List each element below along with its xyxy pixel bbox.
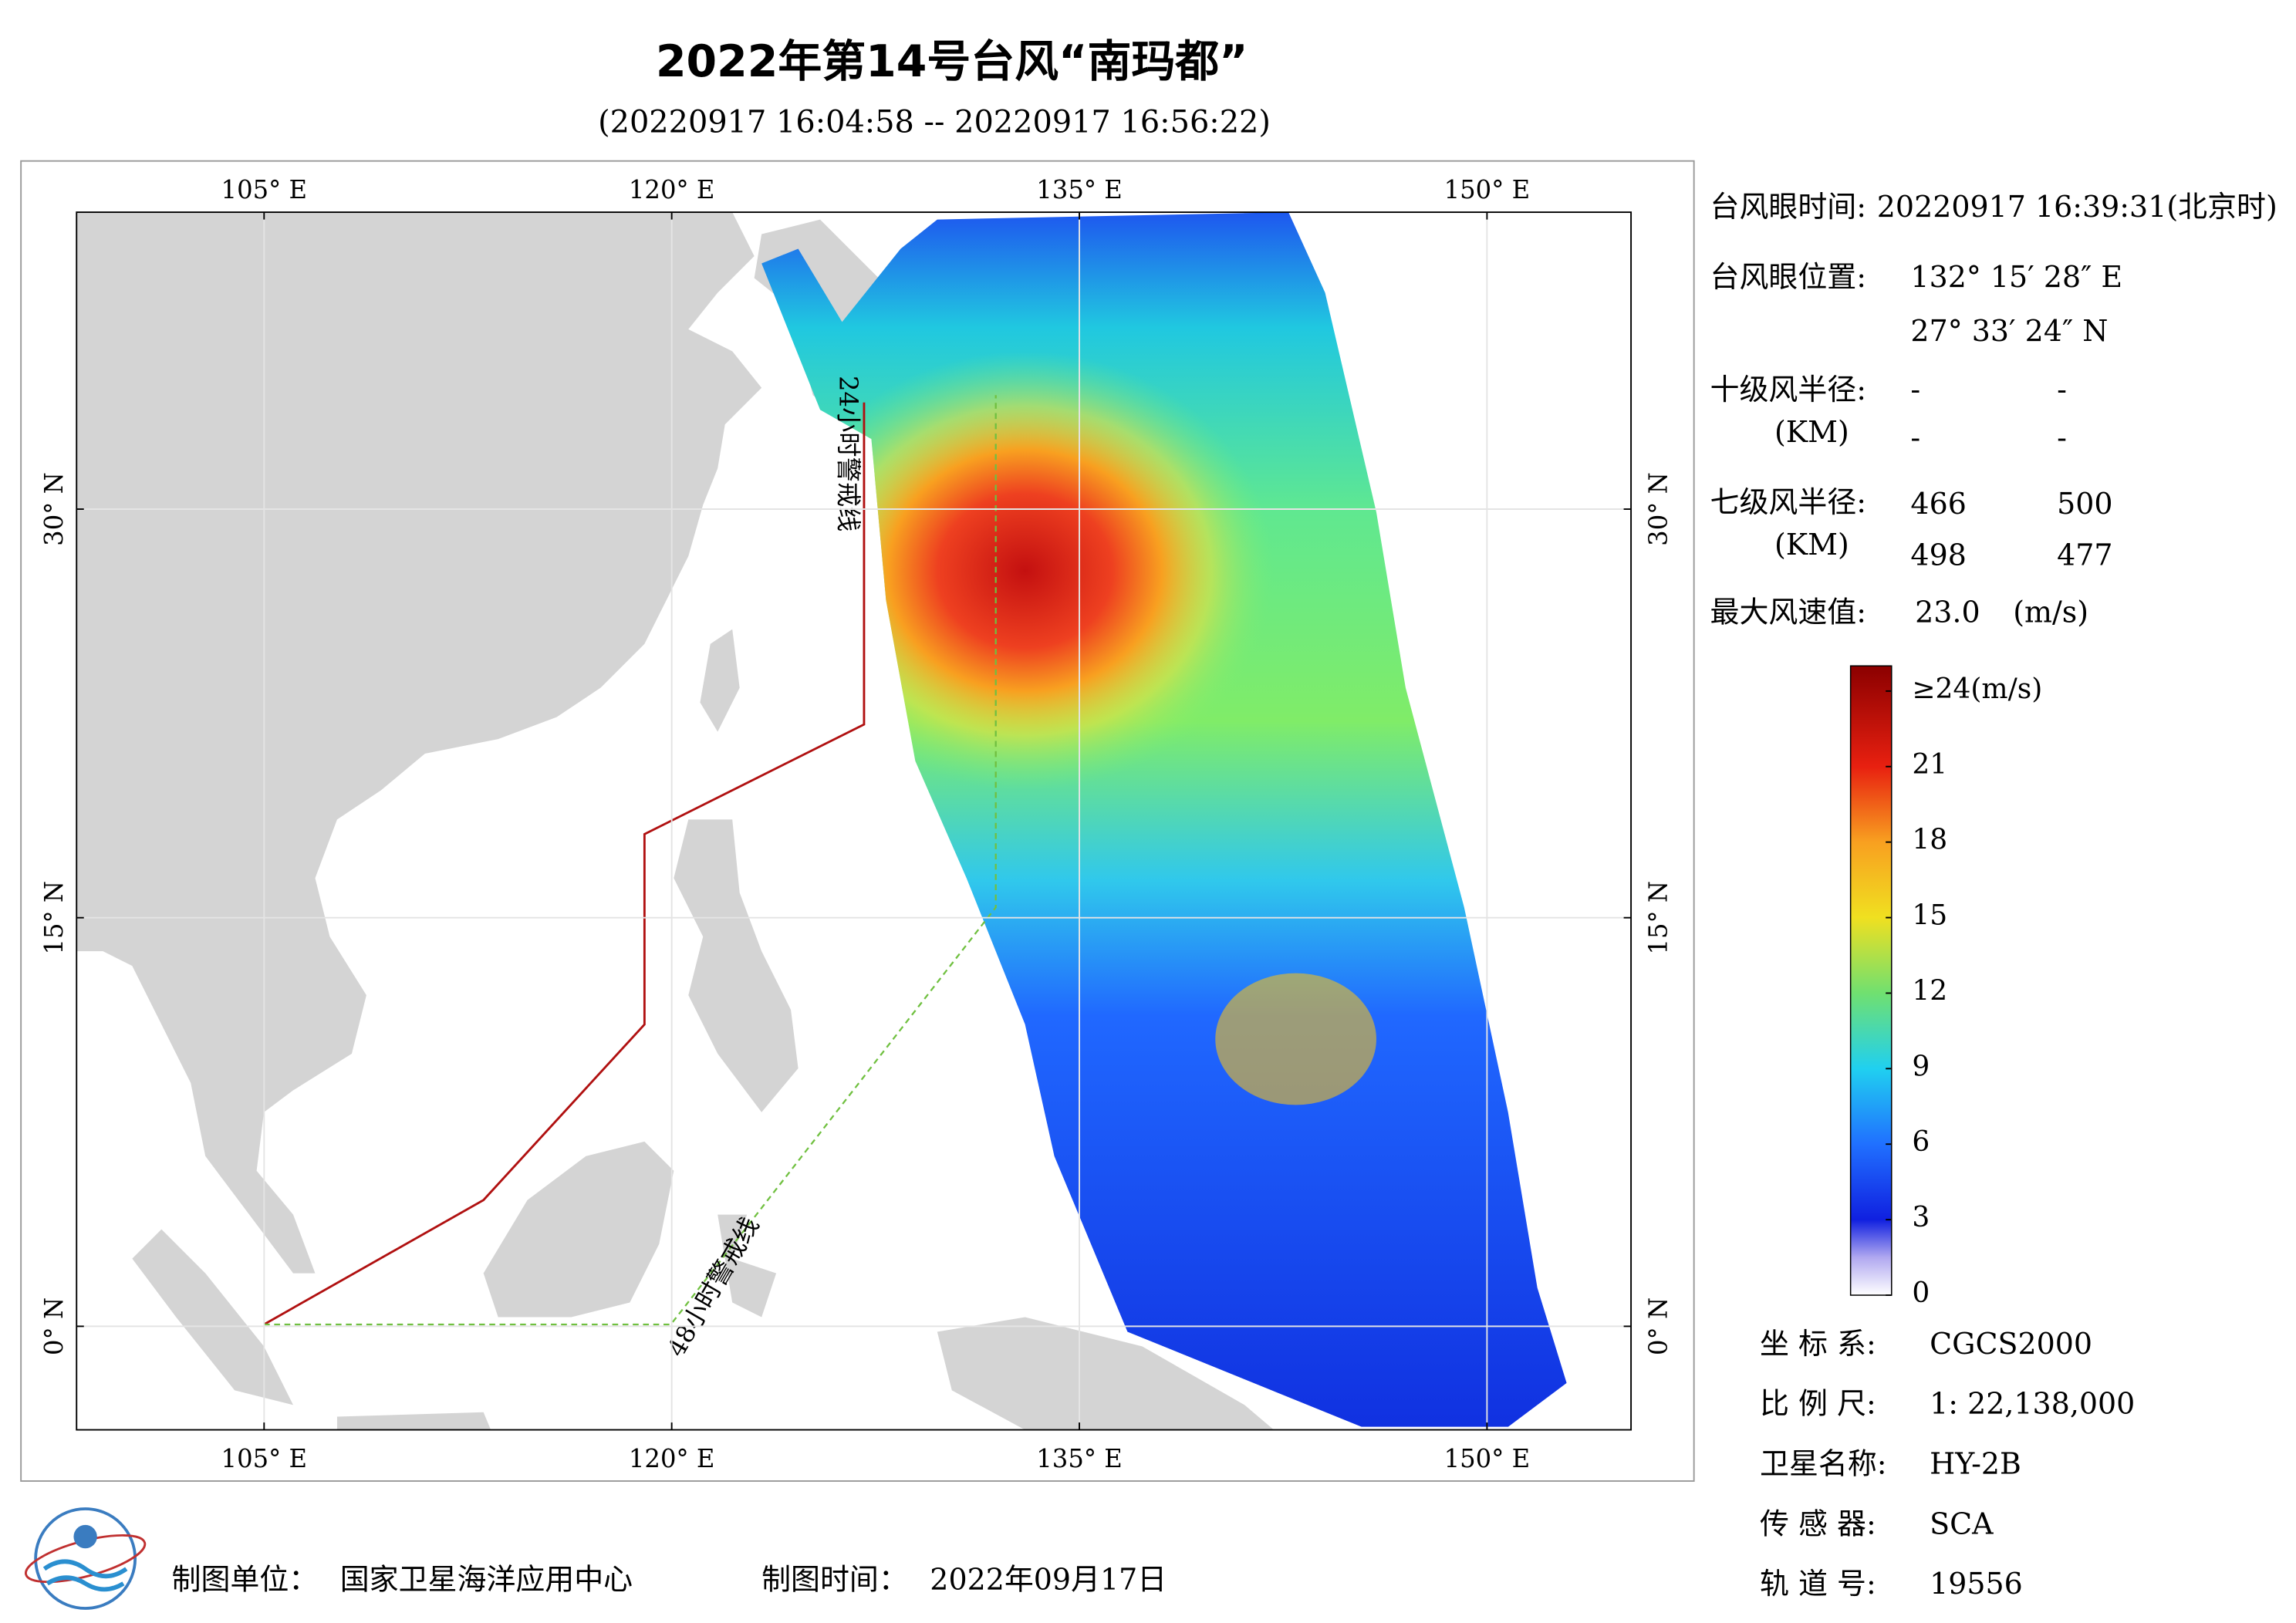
colorbar-label: 0 <box>1912 1277 1930 1309</box>
logo <box>25 1507 147 1610</box>
colorbar-label: 3 <box>1912 1202 1930 1233</box>
info-value: - <box>2057 421 2067 455</box>
info-value: 466 <box>1910 487 1966 521</box>
meta-panel: 坐 标 系: CGCS2000 比 例 尺: 1: 22,138,000 卫星名称: HY… <box>1760 1327 2135 1601</box>
info-value: 20220917 16:39:31(北京时) <box>1877 190 2277 224</box>
info-unit: (m/s) <box>2013 595 2088 629</box>
x-tick-label: 120° E <box>629 175 714 204</box>
info-label: 十级风半径: <box>1710 373 1866 407</box>
colorbar-label: 12 <box>1912 975 1947 1007</box>
info-value: - <box>1910 421 1920 455</box>
info-value: - <box>1910 373 1920 407</box>
footer-label: 制图时间： <box>761 1562 908 1596</box>
colorbar-label: 18 <box>1912 825 1947 856</box>
x-tick-label: 135° E <box>1036 1444 1122 1473</box>
subtitle: (20220917 16:04:58 -- 20220917 16:56:22) <box>598 104 1271 140</box>
x-tick-label: 135° E <box>1036 175 1122 204</box>
annotation: 24小时警戒线 <box>834 376 863 531</box>
meta-value: 19556 <box>1930 1567 2023 1601</box>
info-label: 七级风半径: <box>1710 485 1866 519</box>
map: 24小时警戒线 48小时警戒线 <box>76 212 1632 1430</box>
footer-value: 2022年09月17日 <box>930 1562 1167 1596</box>
meta-value: HY-2B <box>1930 1446 2021 1480</box>
y-tick-label: 0° N <box>1644 1297 1673 1355</box>
warning-line-48h <box>264 395 997 1326</box>
meta-label: 轨 道 号: <box>1760 1567 1876 1601</box>
y-tick-label: 0° N <box>39 1297 69 1355</box>
meta-label: 坐 标 系: <box>1760 1327 1876 1361</box>
info-label: 台风眼时间: <box>1710 190 1866 224</box>
colorbar-label: ≥24(m/s) <box>1912 673 2042 705</box>
info-value: 498 <box>1910 538 1966 572</box>
meta-value: CGCS2000 <box>1930 1327 2092 1361</box>
colorbar-label: 6 <box>1912 1126 1930 1158</box>
x-tick-label: 105° E <box>221 175 307 204</box>
meta-label: 卫星名称: <box>1760 1446 1887 1480</box>
info-panel: 台风眼时间: 20220917 16:39:31(北京时) 台风眼位置: 132… <box>1710 190 2277 629</box>
colorbar-label: 9 <box>1912 1051 1930 1082</box>
map-frame <box>76 211 1633 1431</box>
colorbar-scale <box>1849 665 1893 1296</box>
x-tick-label: 150° E <box>1444 175 1530 204</box>
title: 2022年第14号台风“南玛都” <box>656 36 1248 87</box>
footer-value: 国家卫星海洋应用中心 <box>340 1562 633 1596</box>
info-value: - <box>2057 373 2067 407</box>
map-panel <box>20 160 1695 1482</box>
x-tick-label: 120° E <box>629 1444 714 1473</box>
colorbar-label: 15 <box>1912 900 1947 932</box>
y-tick-label: 30° N <box>1644 472 1673 546</box>
info-value: 23.0 <box>1915 595 1980 629</box>
meta-value: 1: 22,138,000 <box>1930 1387 2135 1421</box>
info-label: 台风眼位置: <box>1710 260 1866 294</box>
colorbar-label: 21 <box>1912 749 1947 781</box>
meta-label: 比 例 尺: <box>1760 1387 1876 1421</box>
y-tick-label: 15° N <box>39 881 69 955</box>
x-tick-label: 105° E <box>221 1444 307 1473</box>
info-value: 477 <box>2057 538 2112 572</box>
x-tick-label: 150° E <box>1444 1444 1530 1473</box>
info-value: 27° 33′ 24″ N <box>1910 314 2108 348</box>
meta-label: 传 感 器: <box>1760 1507 1876 1540</box>
footer-label: 制图单位： <box>172 1562 319 1596</box>
info-value: 500 <box>2057 487 2112 521</box>
y-tick-label: 30° N <box>39 472 69 546</box>
y-tick-label: 15° N <box>1644 881 1673 955</box>
info-value: 132° 15′ 28″ E <box>1910 260 2122 294</box>
info-label: 最大风速值: <box>1710 595 1866 629</box>
info-unit: (KM) <box>1774 415 1849 449</box>
warning-line-24h <box>263 402 866 1326</box>
colorbar: 0 3 6 9 12 15 18 21 ≥24(m/s) <box>1849 665 2042 1309</box>
info-unit: (KM) <box>1774 528 1849 562</box>
meta-value: SCA <box>1930 1507 1994 1540</box>
